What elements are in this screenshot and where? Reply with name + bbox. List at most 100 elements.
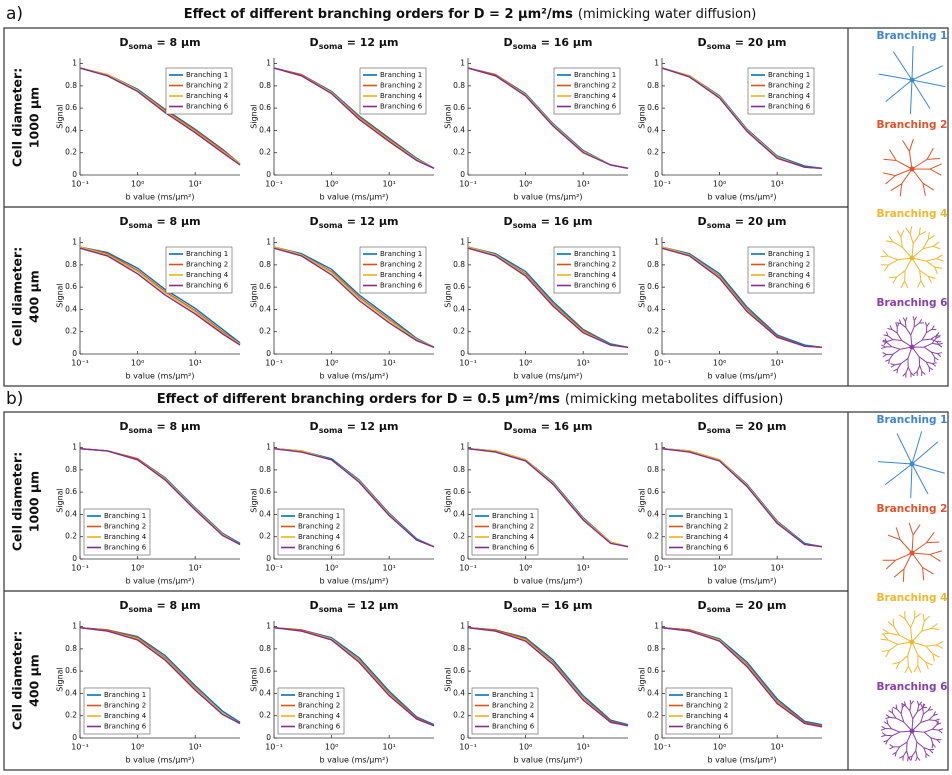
chart-title-d: D: [119, 215, 128, 228]
y-tick-label: 0.2: [65, 711, 77, 720]
neuron-branch: [904, 553, 912, 569]
legend-label: Branching 1: [492, 691, 534, 699]
neuron-branch: [908, 367, 911, 373]
neuron-branch: [908, 656, 909, 666]
chart-title-rest: = 12 μm: [347, 215, 399, 228]
chart-title-sub: soma: [513, 42, 537, 51]
x-tick-label: 10¹: [576, 564, 589, 573]
neuron-branch: [913, 711, 918, 718]
chart-title-sub: soma: [319, 605, 343, 614]
neuron-branch: [923, 614, 924, 621]
y-tick-label: 0: [72, 349, 77, 358]
legend-label: Branching 6: [104, 723, 147, 731]
neuron-branch: [905, 281, 908, 288]
neuron-branch: [922, 333, 926, 341]
chart-title-rest: = 16 μm: [541, 36, 593, 49]
neuron-branch: [901, 708, 902, 714]
y-tick-label: 1: [654, 622, 659, 631]
neuron-branch: [922, 621, 925, 631]
y-tick-label: 1: [266, 238, 271, 247]
neuron-branch: [916, 757, 918, 761]
neuron-branch: [937, 353, 941, 354]
neuron-branch: [882, 732, 886, 735]
neuron-branch: [910, 234, 913, 244]
x-axis-label: b value (ms/μm²): [707, 193, 776, 202]
neuron-branch: [912, 66, 943, 80]
y-axis-label: Signal: [56, 667, 65, 692]
chart-title-sub: soma: [707, 605, 731, 614]
legend-label: Branching 4: [768, 92, 811, 100]
neuron-branch: [912, 543, 927, 553]
legend-label: Branching 1: [104, 512, 146, 520]
neuron-branch: [881, 347, 885, 349]
y-axis-label: Signal: [56, 488, 65, 513]
y-tick-label: 0.4: [259, 304, 271, 313]
neuron-branch: [881, 729, 885, 731]
y-tick-label: 0.4: [647, 304, 659, 313]
neuron-branch: [936, 259, 943, 261]
y-tick-label: 0.6: [453, 666, 465, 675]
neuron-branch: [896, 160, 912, 169]
neuron-branch: [917, 281, 920, 288]
legend-label: Branching 1: [574, 71, 616, 79]
neuron-branch: [888, 336, 893, 340]
neuron-branch: [926, 645, 936, 646]
chart-title-rest: = 16 μm: [541, 215, 593, 228]
neuron-branch: [916, 751, 917, 757]
neuron-branch: [883, 352, 887, 354]
chart-title: Dsoma= 12 μm: [310, 36, 399, 51]
x-tick-label: 10⁰: [713, 180, 726, 189]
neuron-branch: [918, 666, 921, 673]
legend-label: Branching 2: [104, 523, 146, 531]
x-tick-label: 10¹: [576, 743, 589, 752]
neuron-branch: [892, 732, 900, 736]
chart-title-d: D: [310, 420, 319, 433]
y-tick-label: 0.4: [647, 688, 659, 697]
neuron-branch: [912, 751, 916, 756]
y-tick-label: 0.4: [453, 125, 465, 134]
panel-title: Effect of different branching orders for…: [184, 7, 757, 22]
chart-title-sub: soma: [129, 221, 153, 230]
chart-title-sub: soma: [129, 426, 153, 435]
neuron-branch: [889, 644, 897, 650]
chart-title-d: D: [504, 599, 513, 612]
y-tick-label: 0.6: [259, 282, 271, 291]
x-axis-label: b value (ms/μm²): [707, 577, 776, 586]
neuron-branch: [919, 357, 926, 362]
legend-label: Branching 4: [298, 712, 341, 720]
x-tick-label: 10¹: [382, 359, 395, 368]
y-tick-label: 0.8: [259, 81, 271, 90]
neuron-branch: [914, 666, 918, 673]
x-tick-label: 10⁻¹: [265, 564, 283, 573]
neuron-branch: [885, 717, 889, 718]
chart-title: Dsoma= 12 μm: [310, 599, 399, 614]
legend-label: Branching 4: [380, 271, 423, 279]
neuron-branch: [927, 148, 933, 159]
neuron-branch: [900, 656, 908, 663]
y-tick-label: 0.2: [453, 711, 465, 720]
illustration-label: Branching 4: [877, 592, 948, 604]
legend-label: Branching 6: [104, 544, 147, 552]
legend-label: Branching 1: [104, 691, 146, 699]
legend-label: Branching 2: [380, 82, 422, 90]
neuron-branch: [918, 655, 926, 662]
chart-title-rest: = 8 μm: [157, 420, 201, 433]
neuron-branch: [929, 720, 935, 721]
legend-label: Branching 6: [574, 282, 617, 290]
neuron-branch: [897, 333, 902, 340]
y-tick-label: 0.6: [259, 103, 271, 112]
y-tick-label: 0.8: [453, 644, 465, 653]
legend-label: Branching 1: [492, 512, 534, 520]
neuron-branch: [924, 729, 932, 732]
neuron-branch: [906, 328, 911, 335]
x-tick-label: 10⁻¹: [265, 359, 283, 368]
x-axis-label: b value (ms/μm²): [513, 756, 582, 765]
neuron-soma: [910, 256, 915, 261]
neuron-branch: [889, 277, 896, 278]
legend-label: Branching 1: [380, 71, 422, 79]
illustration-label: Branching 1: [877, 414, 948, 426]
y-tick-label: 0: [460, 349, 465, 358]
neuron-branch: [896, 747, 899, 752]
legend-label: Branching 6: [686, 723, 729, 731]
neuron-branch: [881, 726, 885, 728]
